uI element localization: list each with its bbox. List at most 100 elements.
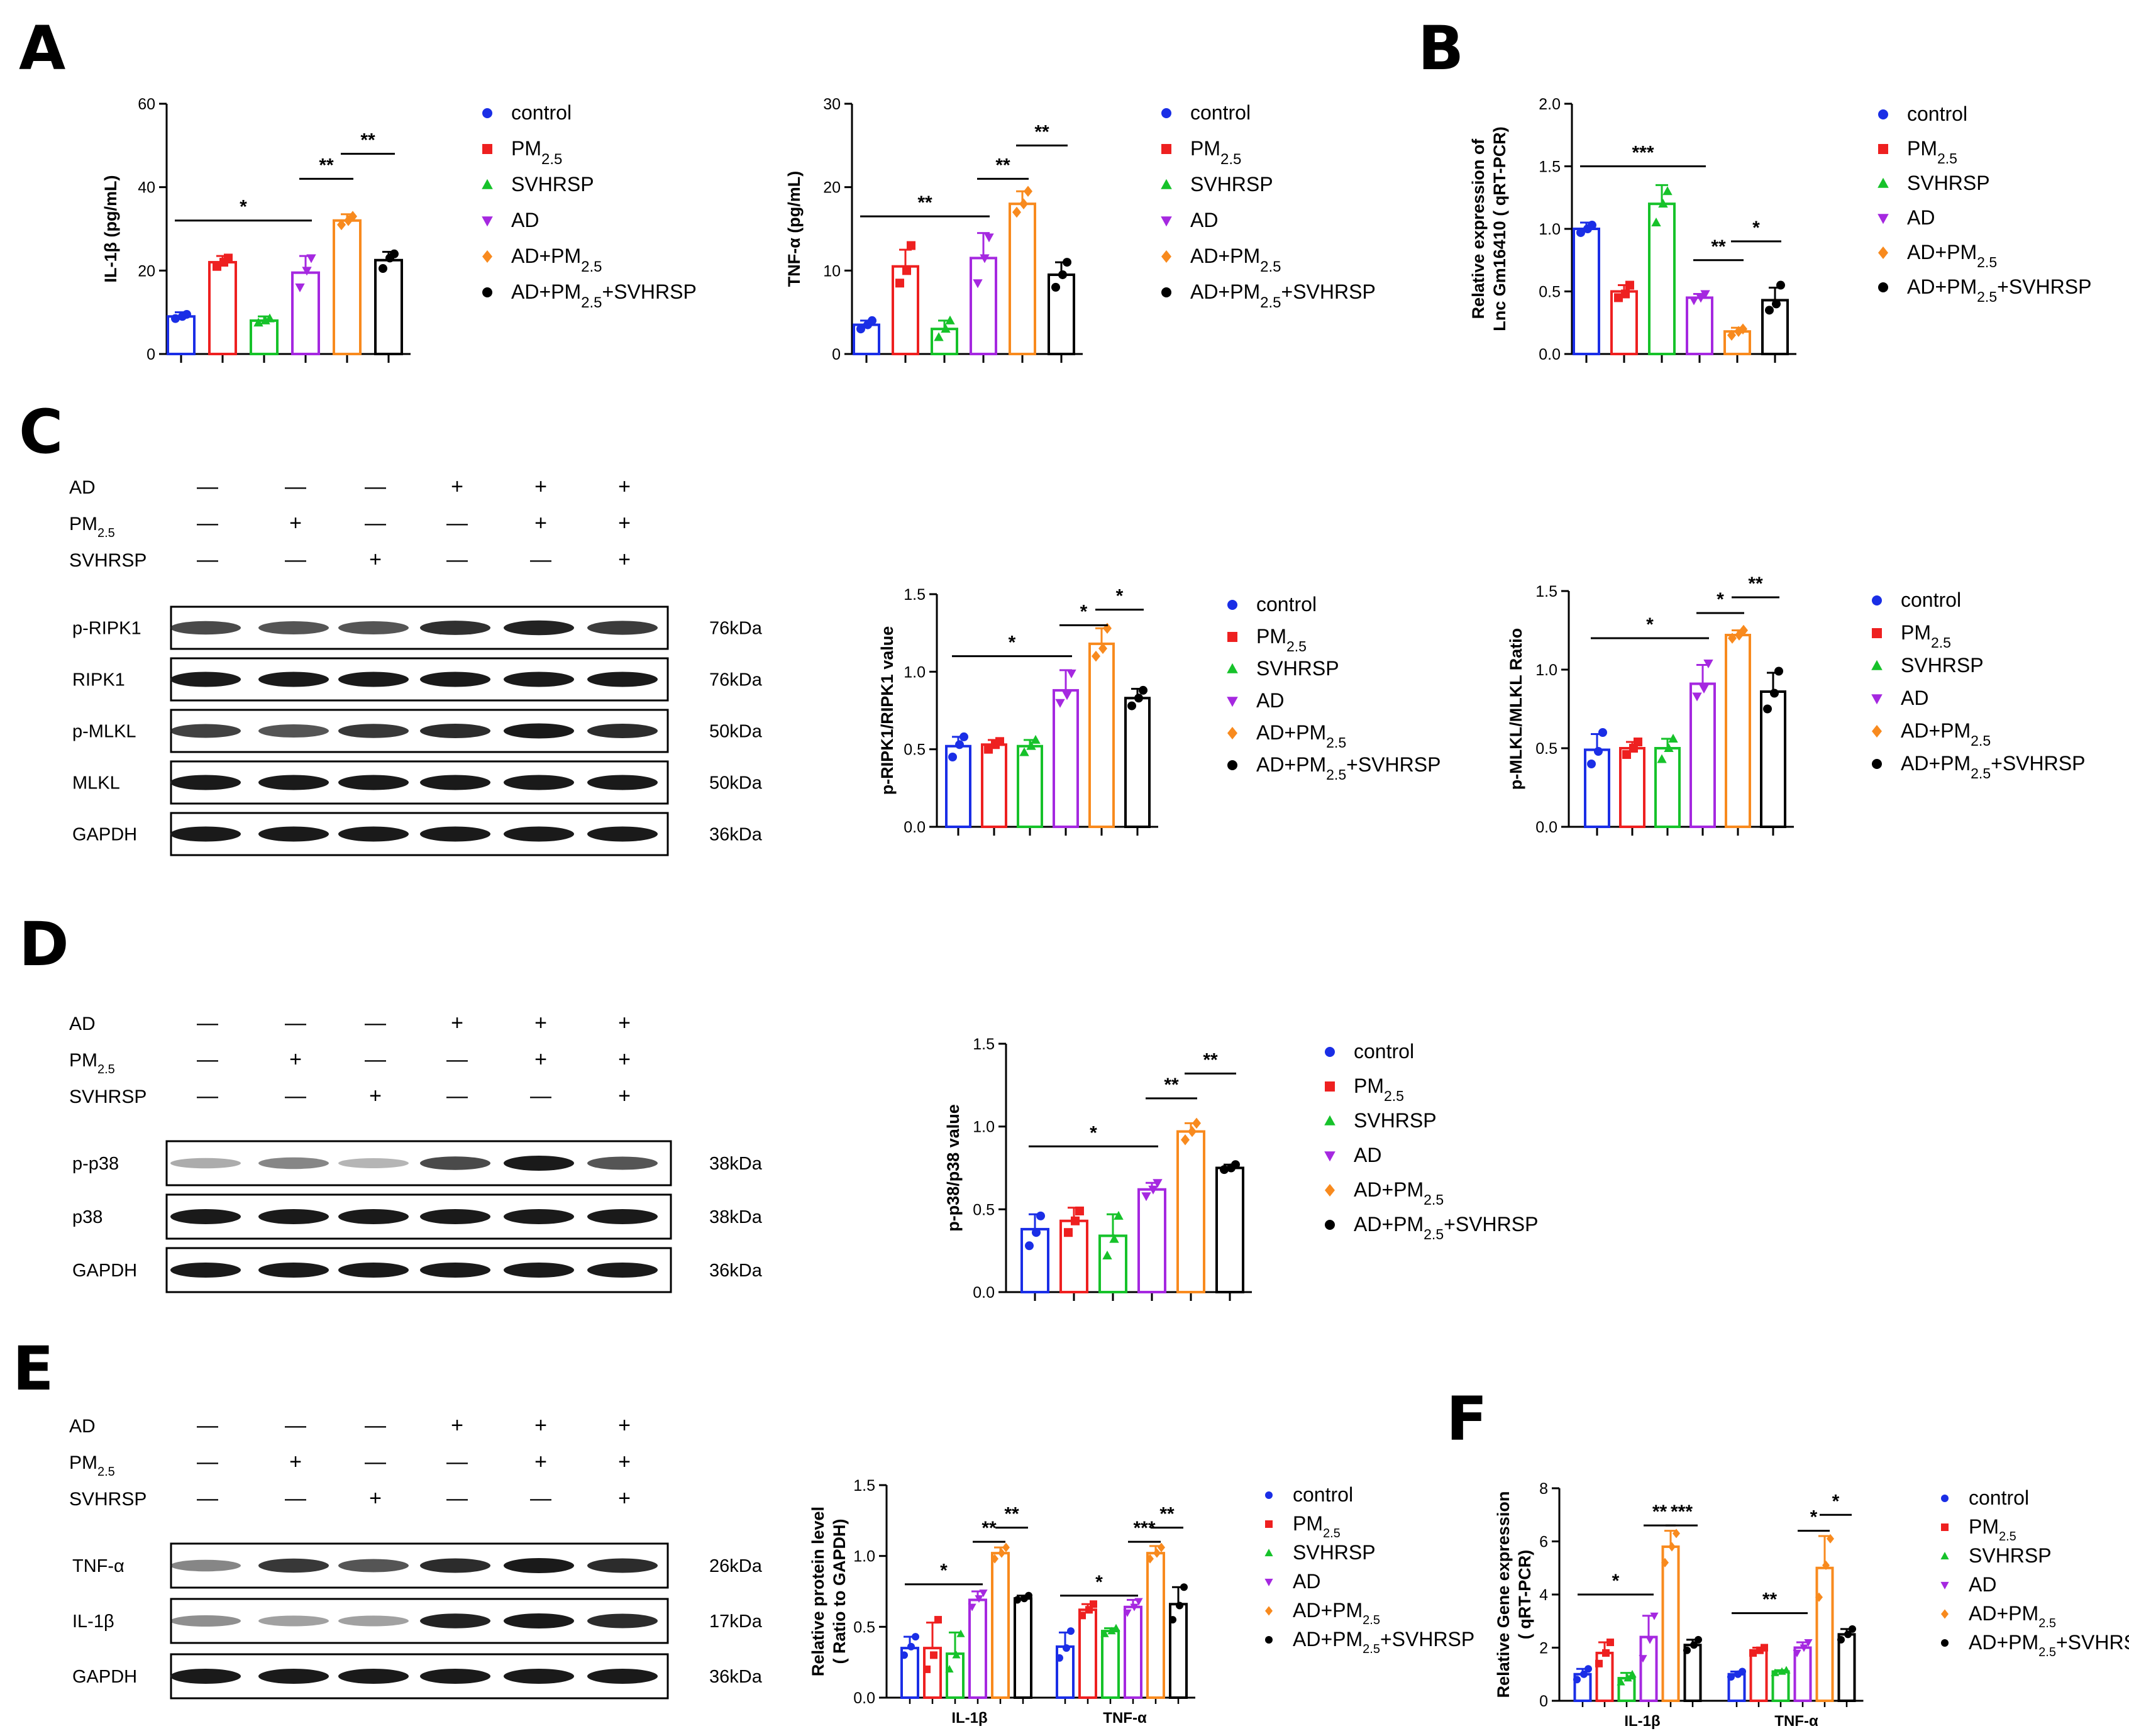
- data-point: [1123, 1609, 1132, 1617]
- data-point: [907, 1642, 915, 1650]
- data-point: [1595, 1659, 1603, 1667]
- condition-sign: +: [369, 548, 382, 572]
- condition-sign: —: [285, 1084, 306, 1108]
- data-point: [1602, 1649, 1610, 1657]
- data-point: [1055, 699, 1065, 708]
- legend-marker: [1878, 109, 1888, 119]
- condition-sign: +: [618, 1450, 631, 1474]
- blot-band: [420, 1156, 490, 1170]
- data-point: [1658, 199, 1668, 208]
- data-point: [1695, 1635, 1702, 1644]
- blot-band: [587, 1558, 658, 1573]
- data-point: [1180, 1583, 1188, 1591]
- legend-label: PM2.5: [1907, 137, 1957, 167]
- condition-sign: +: [369, 1486, 382, 1510]
- data-point: [224, 253, 233, 263]
- bar-group-control: [853, 316, 880, 355]
- data-point: [868, 316, 876, 325]
- bar-group-ad_pm25: [1723, 323, 1751, 355]
- blot-band: [170, 1615, 241, 1627]
- y-tick-label: 1.0: [1539, 221, 1561, 238]
- blot-strip: [170, 760, 669, 805]
- legend-label: AD: [1907, 206, 1935, 229]
- data-point: [934, 332, 944, 341]
- data-point: [984, 744, 993, 754]
- data-point: [1063, 258, 1071, 267]
- bar-group-pm25: [1078, 1600, 1097, 1699]
- data-point: [1696, 294, 1706, 303]
- molecular-weight-label: 76kDa: [709, 619, 763, 639]
- legend-marker: [1161, 250, 1171, 263]
- data-point: [959, 732, 968, 741]
- significance-label: ***: [1671, 1501, 1693, 1522]
- data-point: [1220, 1165, 1229, 1175]
- legend-marker: [482, 287, 492, 297]
- data-point: [1573, 1676, 1581, 1684]
- y-axis-label: IL-1β (pg/mL): [101, 175, 120, 283]
- blot-band: [170, 724, 241, 738]
- blot-band: [338, 826, 409, 842]
- bar-group-ad_pm25_svhrsp: [1683, 1635, 1702, 1702]
- data-point: [1134, 694, 1143, 703]
- significance-label: *: [1832, 1491, 1840, 1512]
- bar-group-svhrsp: [1648, 184, 1676, 356]
- data-point: [1662, 186, 1673, 196]
- condition-sign: —: [285, 1486, 306, 1510]
- data-point: [1058, 270, 1067, 279]
- bar-group-pm25: [981, 737, 1007, 829]
- data-point: [1844, 1630, 1852, 1639]
- bar: [931, 328, 958, 356]
- data-point: [1064, 1228, 1073, 1237]
- legend-marker: [1161, 287, 1171, 297]
- blot-band: [338, 775, 409, 790]
- condition-sign: +: [534, 1048, 547, 1071]
- condition-sign: +: [618, 475, 631, 499]
- y-tick-label: 0.0: [1539, 346, 1561, 363]
- data-point: [1584, 1665, 1592, 1673]
- condition-sign: —: [197, 1084, 218, 1108]
- molecular-weight-label: 38kDa: [709, 1207, 763, 1227]
- data-point: [1614, 293, 1623, 302]
- data-point: [1634, 738, 1642, 746]
- data-point: [1036, 1211, 1045, 1220]
- condition-sign: +: [451, 475, 463, 499]
- data-point: [1092, 650, 1100, 662]
- bar-group-svhrsp: [1100, 1623, 1120, 1699]
- bar: [1014, 1597, 1032, 1699]
- significance-label: **: [1004, 1504, 1019, 1525]
- legend-label: SVHRSP: [1354, 1109, 1437, 1132]
- significance-label: **: [917, 192, 932, 213]
- significance-label: *: [1116, 586, 1124, 607]
- blot-strip: [170, 1598, 669, 1644]
- legend-label: AD+PM2.5: [1354, 1178, 1444, 1208]
- blot-band: [504, 826, 574, 842]
- bar: [1176, 1130, 1205, 1293]
- bar-group-control: [1573, 1665, 1592, 1702]
- molecular-weight-label: 17kDa: [709, 1612, 763, 1632]
- condition-sign: +: [534, 475, 547, 499]
- blot-strip: [170, 1542, 669, 1589]
- legend-marker: [482, 144, 492, 154]
- bar-group-svhrsp: [1771, 1666, 1791, 1702]
- significance-label: **: [1203, 1049, 1218, 1070]
- legend: control PM2.5 SVHRSP AD AD+PM2.5 AD+PM2.5+SVH…: [1877, 102, 2091, 305]
- bar-group-ad_pm25_svhrsp: [1215, 1160, 1244, 1293]
- condition-sign: —: [285, 548, 306, 572]
- blot-strip: [170, 657, 669, 702]
- bar-group-control: [167, 309, 196, 355]
- panel-label-c: C: [19, 397, 63, 467]
- blot-strip: [165, 1140, 672, 1186]
- legend-marker: [482, 179, 493, 189]
- blot-band: [504, 1558, 574, 1573]
- blot-band: [258, 1263, 329, 1278]
- data-point: [302, 267, 312, 276]
- legend-marker: [1941, 1639, 1949, 1647]
- panel-label-f: F: [1446, 1384, 1488, 1454]
- y-tick-label: 20: [138, 262, 155, 280]
- bar: [1661, 1545, 1680, 1702]
- blot-band: [504, 1613, 574, 1628]
- condition-sign: +: [289, 1450, 302, 1474]
- bar: [374, 258, 403, 355]
- blot-protein-label: RIPK1: [72, 670, 125, 690]
